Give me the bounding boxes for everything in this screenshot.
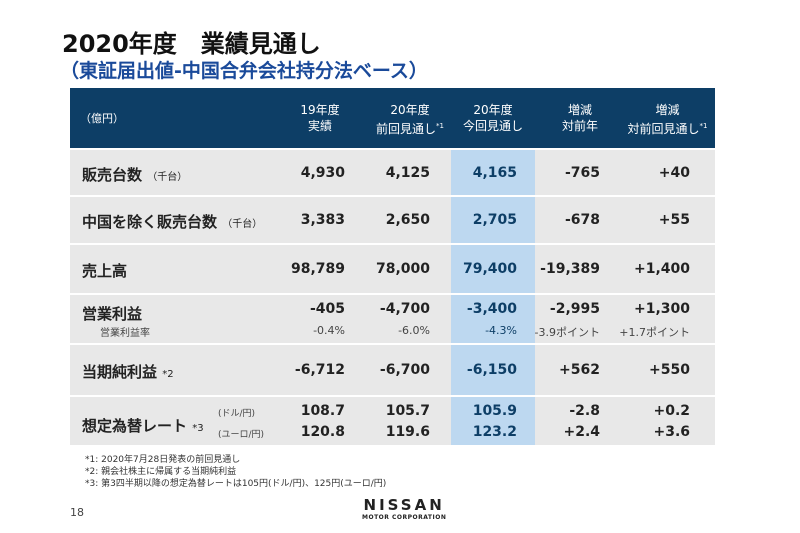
header-change-vs-previous: 増減 対前回見通し*1 — [620, 102, 715, 137]
cell-subvalue: -3.9ポイント — [534, 326, 600, 339]
cell-value-eur: 119.6 — [385, 424, 430, 440]
row-label-text: 中国を除く販売台数 — [82, 213, 218, 231]
logo-sub: MOTOR CORPORATION — [362, 514, 447, 521]
cell-value: -4,700 — [379, 301, 430, 317]
cell-value: 79,400 — [462, 261, 517, 277]
cell-value: -6,712 — [294, 362, 345, 378]
table-header: （億円） 19年度 実績 20年度 前回見通し*1 20年度 今回見通し 増減 対前年 … — [70, 88, 715, 148]
cell-value: +55 — [658, 212, 690, 228]
row-label-text: 当期純利益 — [82, 363, 158, 381]
table-row: 当期純利益 *2 -6,712 -6,700 -6,150 +562 +550 — [70, 343, 715, 395]
row-label-text: 営業利益 — [82, 305, 143, 323]
cell-value: -678 — [564, 212, 600, 228]
cell-value: 3,383 — [300, 212, 345, 228]
row-label: 想定為替レート *3 — [82, 415, 204, 436]
header-fy20-previous: 20年度 前回見通し*1 — [365, 102, 455, 137]
row-label: 販売台数 （千台） — [82, 164, 187, 185]
header-line: 20年度 — [473, 103, 513, 117]
table-row: 販売台数 （千台） 4,930 4,125 4,165 -765 +40 — [70, 148, 715, 195]
cell-value: 4,165 — [472, 165, 517, 181]
cell-value: 4,125 — [385, 165, 430, 181]
header-line: 対前回見通し*1 — [620, 118, 715, 137]
header-fy19: 19年度実績 — [275, 102, 365, 134]
cell-value: -2.8 — [569, 403, 600, 419]
cell-value: -19,389 — [540, 261, 600, 277]
cell-value: -3,400 — [466, 301, 517, 317]
header-text: 対前回見通し — [627, 122, 700, 136]
cell-value-eur: 120.8 — [300, 424, 345, 440]
cell-value: -6,700 — [379, 362, 430, 378]
header-line: 実績 — [307, 119, 332, 133]
cell-value: 105.9 — [472, 403, 517, 419]
cell-value-eur: +3.6 — [653, 424, 690, 440]
footnote-2: *2: 親会社株主に帰属する当期純利益 — [85, 467, 237, 477]
header-fy20-current: 20年度今回見通し — [451, 102, 535, 134]
row-label: 売上高 — [82, 260, 127, 281]
cell-value-eur: +2.4 — [563, 424, 600, 440]
header-line: 19年度 — [300, 103, 340, 117]
footnote-3: *3: 第3四半期以降の想定為替レートは105円(ドル/円)、125円(ユーロ/… — [85, 479, 387, 489]
cell-subvalue: -0.4% — [313, 324, 345, 337]
header-line: 20年度 — [390, 103, 430, 117]
footnote-mark: *1 — [436, 122, 444, 130]
row-label-text: 販売台数 — [82, 166, 143, 184]
row-label: 中国を除く販売台数 （千台） — [82, 211, 262, 232]
cell-value: 2,650 — [385, 212, 430, 228]
cell-value-eur: 123.2 — [472, 424, 517, 440]
page-number: 18 — [70, 506, 84, 519]
currency-eur-label: (ユーロ/円) — [218, 430, 265, 440]
header-line: 増減 — [655, 103, 680, 117]
cell-value: +0.2 — [653, 403, 690, 419]
header-change-yoy: 増減 対前年 — [540, 102, 620, 134]
header-line: 増減 — [567, 103, 592, 117]
cell-value: +40 — [658, 165, 690, 181]
cell-value: 2,705 — [472, 212, 517, 228]
forecast-table: （億円） 19年度 実績 20年度 前回見通し*1 20年度 今回見通し 増減 対前年 … — [70, 88, 715, 445]
cell-value: 78,000 — [375, 261, 430, 277]
footnote-mark: *1 — [699, 122, 708, 130]
row-note: （千台） — [222, 219, 263, 230]
row-label-text: 想定為替レート — [82, 417, 188, 435]
table-row: 営業利益 営業利益率 -405 -0.4% -4,700 -6.0% -3,400 -4.3… — [70, 293, 715, 343]
cell-value: 98,789 — [290, 261, 345, 277]
page-title: 2020年度 業績見通し — [62, 30, 321, 58]
cell-value: +562 — [559, 362, 600, 378]
cell-subvalue: -4.3% — [485, 324, 517, 337]
cell-value: +1,300 — [633, 301, 690, 317]
row-sublabel: 営業利益率 — [100, 328, 150, 339]
row-label: 営業利益 — [82, 303, 142, 324]
row-label-text: 売上高 — [82, 262, 128, 280]
row-note: *2 — [162, 369, 174, 380]
cell-value: -2,995 — [549, 301, 600, 317]
cell-value: 108.7 — [300, 403, 345, 419]
header-text: 前回見通し — [376, 122, 437, 136]
table-row: 想定為替レート *3 (ドル/円) (ユーロ/円) 108.7 120.8 105.7 11… — [70, 395, 715, 445]
row-note: *3 — [192, 423, 204, 434]
header-line: 前回見通し*1 — [365, 118, 455, 137]
header-line: 今回見通し — [462, 119, 523, 133]
unit-label: （億円） — [80, 112, 124, 125]
footnote-1: *1: 2020年7月28日発表の前回見通し — [85, 455, 241, 465]
nissan-logo: NISSAN MOTOR CORPORATION — [362, 496, 446, 521]
table-row: 中国を除く販売台数 （千台） 3,383 2,650 2,705 -678 +55 — [70, 195, 715, 243]
cell-value: +550 — [649, 362, 690, 378]
header-line: 対前年 — [561, 119, 598, 133]
logo-name: NISSAN — [363, 496, 445, 514]
table-row: 売上高 98,789 78,000 79,400 -19,389 +1,400 — [70, 243, 715, 293]
cell-value: -405 — [309, 301, 345, 317]
cell-subvalue: +1.7ポイント — [619, 326, 690, 339]
row-note: （千台） — [147, 172, 188, 183]
currency-usd-label: (ドル/円) — [218, 409, 256, 419]
cell-value: -6,150 — [466, 362, 517, 378]
cell-value: 105.7 — [385, 403, 430, 419]
page-subtitle: （東証届出値-中国合弁会社持分法ベース） — [60, 60, 428, 82]
cell-value: -765 — [564, 165, 600, 181]
cell-subvalue: -6.0% — [398, 324, 430, 337]
cell-value: +1,400 — [633, 261, 690, 277]
row-label: 当期純利益 *2 — [82, 361, 174, 382]
cell-value: 4,930 — [300, 165, 345, 181]
